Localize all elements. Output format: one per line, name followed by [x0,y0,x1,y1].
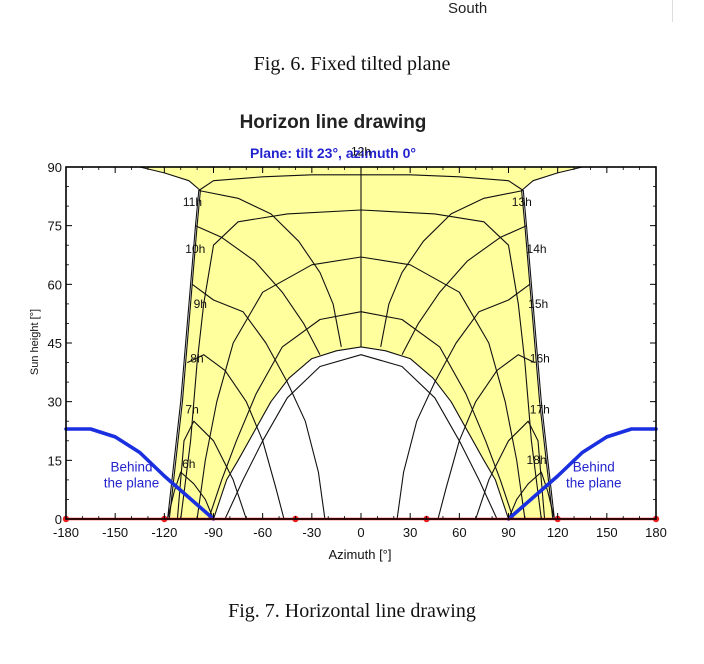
y-tick-label: 30 [48,395,62,410]
x-tick-label: 120 [547,525,569,540]
hour-label-16h: 16h [530,352,550,366]
hour-curve-2 [187,354,285,520]
hour-curve-11 [475,420,546,520]
hour-label-15h: 15h [528,297,548,311]
annotation-line: Behind [573,460,615,475]
annotation-line: the plane [566,476,622,491]
hour-label-14h: 14h [527,242,547,256]
y-tick-label: 90 [48,160,62,175]
hour-label-6h: 6h [182,457,195,471]
annotation-line: the plane [104,476,160,491]
top-label-south: South [448,0,488,17]
y-tick-label: 15 [48,453,62,468]
horizon-line-chart: Horizon line drawing Plane: tilt 23°, az… [29,112,667,562]
top-divider [672,0,673,22]
x-tick-label: -180 [53,525,79,540]
y-tick-label: 75 [48,219,62,234]
y-tick-label: 0 [55,512,62,527]
hour-label-8h: 8h [190,352,203,366]
hour-curve-7 [380,189,524,348]
chart-title: Horizon line drawing [240,112,427,133]
hour-curve-4 [195,225,321,355]
behind-the-plane-right-line [506,427,658,521]
figure-7-caption: Fig. 7. Horizontal line drawing [228,600,476,622]
x-tick-label: -60 [253,525,272,540]
hour-label-9h: 9h [194,297,207,311]
hour-curve-0 [167,471,215,520]
x-tick-label: -150 [102,525,128,540]
x-tick-label: 30 [403,525,417,540]
plot-area: -180 -150 -120 -90 -60 -30 0 30 60 90 120 150 180 0 15… [48,144,667,540]
hour-label-11h: 11h [183,195,202,209]
hour-label-13h: 13h [512,195,532,209]
hour-curve-8 [401,225,527,355]
behind-the-plane-label-1: Behind the plane [566,460,622,491]
y-tick-label: 45 [48,336,62,351]
x-tick-label: 150 [596,525,618,540]
x-tick-label: -120 [151,525,177,540]
hour-label-10h: 10h [185,242,205,256]
hour-curve-9 [396,283,531,520]
annotation-line: Behind [111,460,153,475]
hour-label-12h: 12h [351,144,371,158]
hour-curve-10 [437,354,535,520]
chart-subtitle: Plane: tilt 23°, azimuth 0° [250,145,416,161]
hour-curve-12 [507,471,555,520]
hour-label-18h: 18h [527,453,547,467]
hour-curve-1 [176,420,247,520]
hour-label-17h: 17h [530,402,550,416]
y-tick-label: 60 [48,277,62,292]
behind-the-plane-left-line [64,427,216,521]
x-tick-label: 60 [452,525,466,540]
x-tick-label: 90 [501,525,515,540]
date-curve-4 [224,354,498,520]
x-tick-label: -30 [302,525,321,540]
hour-curve-5 [198,189,342,348]
x-tick-label: 0 [357,525,364,540]
hour-curve-3 [191,283,326,520]
x-tick-label: 180 [645,525,667,540]
behind-the-plane-label-0: Behind the plane [104,460,160,491]
figure-6-caption: Fig. 6. Fixed tilted plane [253,53,451,75]
hour-label-7h: 7h [185,402,198,416]
y-axis-label: Sun height [°] [29,309,41,375]
x-tick-label: -90 [204,525,223,540]
x-axis-label: Azimuth [°] [329,547,392,562]
